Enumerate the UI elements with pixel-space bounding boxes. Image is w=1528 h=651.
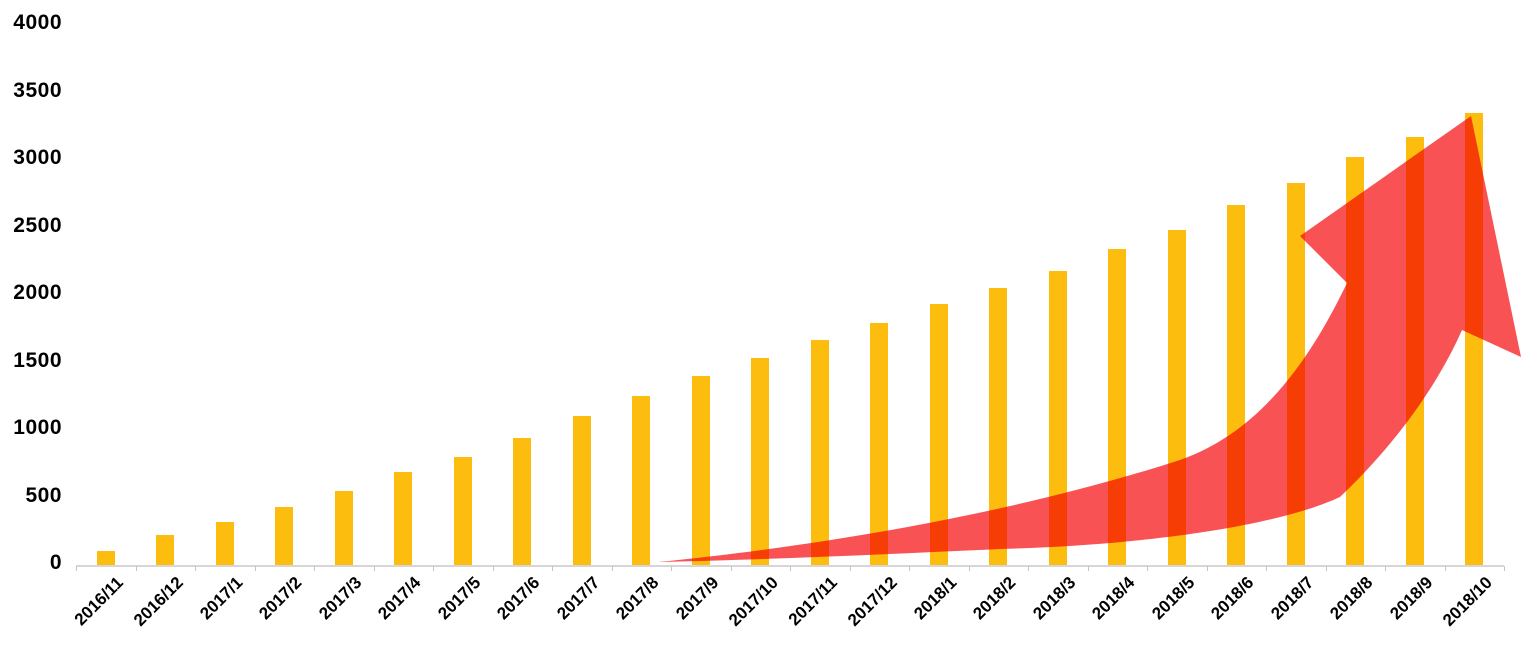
bar-2017/2: [275, 507, 294, 565]
x-axis-tick: [849, 566, 851, 571]
x-axis-tick: [314, 566, 315, 571]
x-axis-tick: [492, 566, 494, 571]
y-axis-label: 3000: [13, 146, 62, 169]
y-axis-label: 500: [25, 483, 62, 507]
x-axis-tick: [1444, 566, 1446, 571]
x-axis-tick: [909, 566, 910, 571]
x-axis-tick: [1385, 566, 1386, 571]
bar-2017/12: [870, 323, 889, 565]
x-axis-tick: [671, 566, 672, 571]
x-axis-tick: [433, 566, 434, 571]
x-axis-tick: [611, 566, 613, 571]
bar-2017/7: [572, 416, 591, 565]
y-axis-label: 2000: [13, 281, 62, 304]
x-axis-tick: [1206, 566, 1208, 571]
x-axis-tick: [1325, 566, 1327, 571]
x-axis-tick: [373, 566, 375, 571]
x-axis-tick: [1028, 566, 1029, 571]
x-axis-tick: [135, 566, 137, 571]
bar-2017/10: [751, 358, 770, 565]
bar-2017/1: [215, 522, 234, 565]
bar-2017/9: [691, 376, 710, 565]
bar-2018/3: [1048, 271, 1067, 565]
y-axis-label: 4000: [13, 11, 62, 34]
bar-2018/1: [929, 304, 948, 565]
bar-2016/12: [156, 535, 175, 565]
bar-2017/3: [334, 491, 353, 565]
trend-arrow-path: [658, 116, 1521, 562]
x-axis-tick: [1087, 566, 1089, 571]
x-axis-tick: [790, 566, 791, 571]
bar-2016/11: [96, 551, 115, 565]
bar-2017/5: [453, 457, 472, 565]
x-axis-tick: [552, 566, 553, 571]
x-axis-tick: [1504, 566, 1505, 571]
y-axis-label: 2500: [13, 213, 62, 237]
bar-2017/8: [632, 396, 651, 565]
y-axis-label: 1500: [13, 348, 62, 372]
x-axis-tick: [730, 566, 732, 571]
y-axis-label: 1000: [13, 416, 62, 439]
y-axis-label: 0: [49, 551, 62, 574]
x-axis-tick: [195, 566, 196, 571]
x-axis-tick: [968, 566, 970, 571]
y-axis-label: 3500: [13, 78, 62, 102]
x-axis-tick: [1266, 566, 1267, 571]
bar-2017/4: [394, 472, 413, 565]
x-axis-tick: [76, 566, 77, 571]
bar-2017/6: [513, 438, 532, 565]
x-axis-tick: [254, 566, 256, 571]
bar-2017/11: [810, 340, 829, 565]
bar-2018/2: [989, 288, 1008, 565]
x-axis-tick: [1147, 566, 1148, 571]
